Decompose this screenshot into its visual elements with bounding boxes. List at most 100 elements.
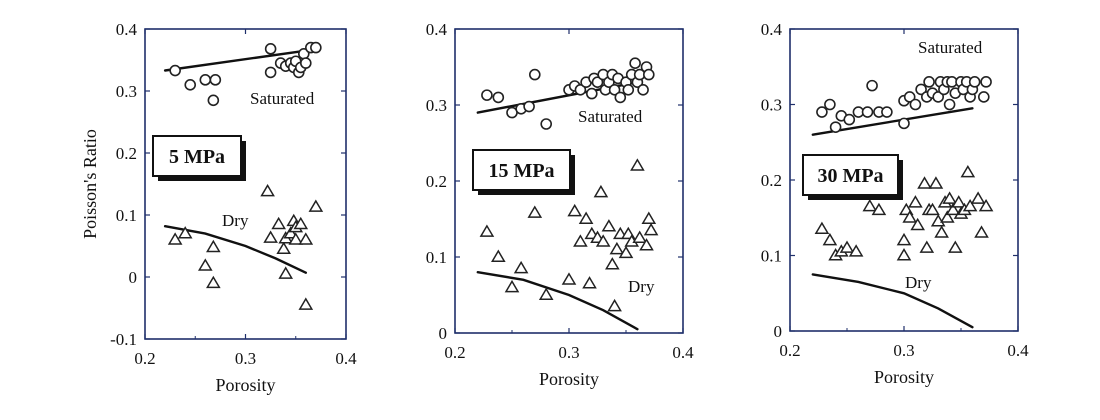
- dry-point: [206, 275, 221, 289]
- dry-point: [908, 195, 923, 208]
- y-tick-label: 0.2: [761, 171, 782, 190]
- dry-point: [578, 211, 594, 224]
- saturated-point: [909, 98, 922, 111]
- y-tick-label: 0: [129, 268, 138, 287]
- y-tick-label: 0.1: [116, 206, 137, 225]
- dry-point: [206, 239, 221, 253]
- dry-point: [928, 176, 944, 189]
- saturated-point: [209, 74, 222, 86]
- dry-point: [278, 266, 294, 279]
- saturated-point: [943, 98, 956, 111]
- dry-point: [595, 234, 611, 247]
- dry-point: [308, 199, 324, 212]
- fit-line: [476, 271, 639, 331]
- saturated-point: [977, 91, 990, 103]
- dry-label: Dry: [628, 277, 655, 296]
- dry-point: [293, 216, 309, 230]
- y-tick-label: -0.1: [110, 330, 137, 349]
- dry-label: Dry: [905, 273, 932, 292]
- saturated-label: Saturated: [918, 38, 983, 57]
- dry-point: [271, 216, 286, 230]
- x-tick-label: 0.3: [893, 341, 914, 360]
- dry-point: [871, 202, 887, 216]
- y-tick-label: 0.4: [116, 20, 138, 39]
- y-tick-label: 0.3: [761, 96, 782, 115]
- saturated-point: [481, 89, 493, 101]
- saturated-point: [528, 68, 541, 81]
- dry-point: [527, 205, 543, 218]
- pressure-box: [152, 135, 242, 177]
- dry-point: [643, 222, 659, 236]
- saturated-point: [264, 43, 277, 55]
- chart-panel-1: -0.1 0 0.1 0.2 0.3 0.4 0.2 0.3 0.4 Porosity Poisso…: [80, 20, 357, 395]
- fit-line: [163, 225, 307, 274]
- dry-point: [283, 226, 299, 239]
- dry-point: [960, 164, 976, 178]
- x-axis-label: Porosity: [874, 367, 934, 387]
- dry-point: [276, 241, 292, 255]
- dry-point: [573, 234, 588, 247]
- saturated-point: [585, 87, 598, 100]
- dry-point: [896, 248, 912, 261]
- dry-point: [177, 226, 193, 239]
- dry-point: [848, 244, 864, 257]
- dry-point: [582, 276, 597, 289]
- dry-point: [951, 195, 967, 208]
- saturated-point: [207, 94, 220, 107]
- dry-point: [925, 202, 940, 216]
- y-tick-label: 0.4: [761, 20, 783, 39]
- saturated-point: [968, 76, 981, 88]
- dry-point: [942, 191, 957, 204]
- y-axis-label: Poisson's Ratio: [80, 129, 100, 239]
- dry-point: [930, 214, 946, 227]
- y-tick-label: 0.2: [116, 144, 137, 163]
- dry-point: [902, 210, 918, 223]
- dry-point: [609, 241, 625, 255]
- dry-point: [839, 240, 855, 253]
- saturated-point: [574, 84, 587, 96]
- saturated-point: [903, 91, 916, 103]
- saturated-point: [264, 66, 277, 79]
- x-tick-label: 0.4: [1007, 341, 1029, 360]
- saturated-label: Saturated: [578, 107, 643, 126]
- saturated-point: [816, 106, 828, 118]
- dry-point: [601, 219, 617, 232]
- saturated-point: [523, 100, 535, 113]
- dry-point: [513, 260, 529, 274]
- dry-point: [288, 232, 304, 245]
- pressure-label: 15 MPa: [488, 160, 554, 182]
- dry-point: [978, 198, 994, 212]
- saturated-point: [843, 113, 856, 126]
- dry-point: [919, 240, 935, 253]
- saturated-point: [199, 74, 212, 86]
- dry-point: [607, 298, 622, 312]
- y-tick-label: 0.3: [426, 96, 447, 115]
- dry-point: [940, 210, 955, 223]
- dry-point: [618, 245, 634, 259]
- fit-line: [811, 273, 974, 329]
- saturated-point: [310, 41, 322, 54]
- dry-point: [197, 258, 213, 271]
- x-tick-label: 0.4: [672, 343, 694, 362]
- y-tick-label: 0.2: [426, 172, 447, 191]
- dry-point: [862, 198, 878, 212]
- saturated-point: [614, 91, 627, 104]
- y-tick-label: 0.3: [116, 82, 137, 101]
- saturated-point: [980, 76, 992, 88]
- dry-point: [910, 217, 925, 231]
- saturated-label: Saturated: [250, 89, 315, 108]
- y-tick-label: 0: [439, 324, 448, 343]
- x-tick-label: 0.4: [335, 349, 357, 368]
- x-axis-label: Porosity: [215, 375, 275, 395]
- dry-point: [632, 230, 647, 243]
- dry-point: [917, 176, 932, 189]
- pressure-label: 5 MPa: [169, 146, 225, 168]
- dry-point: [479, 224, 495, 237]
- saturated-point: [915, 83, 927, 96]
- dry-point: [298, 232, 314, 245]
- saturated-point: [637, 84, 649, 96]
- saturated-point: [492, 91, 505, 104]
- dry-point: [822, 232, 838, 246]
- dry-point: [567, 203, 583, 217]
